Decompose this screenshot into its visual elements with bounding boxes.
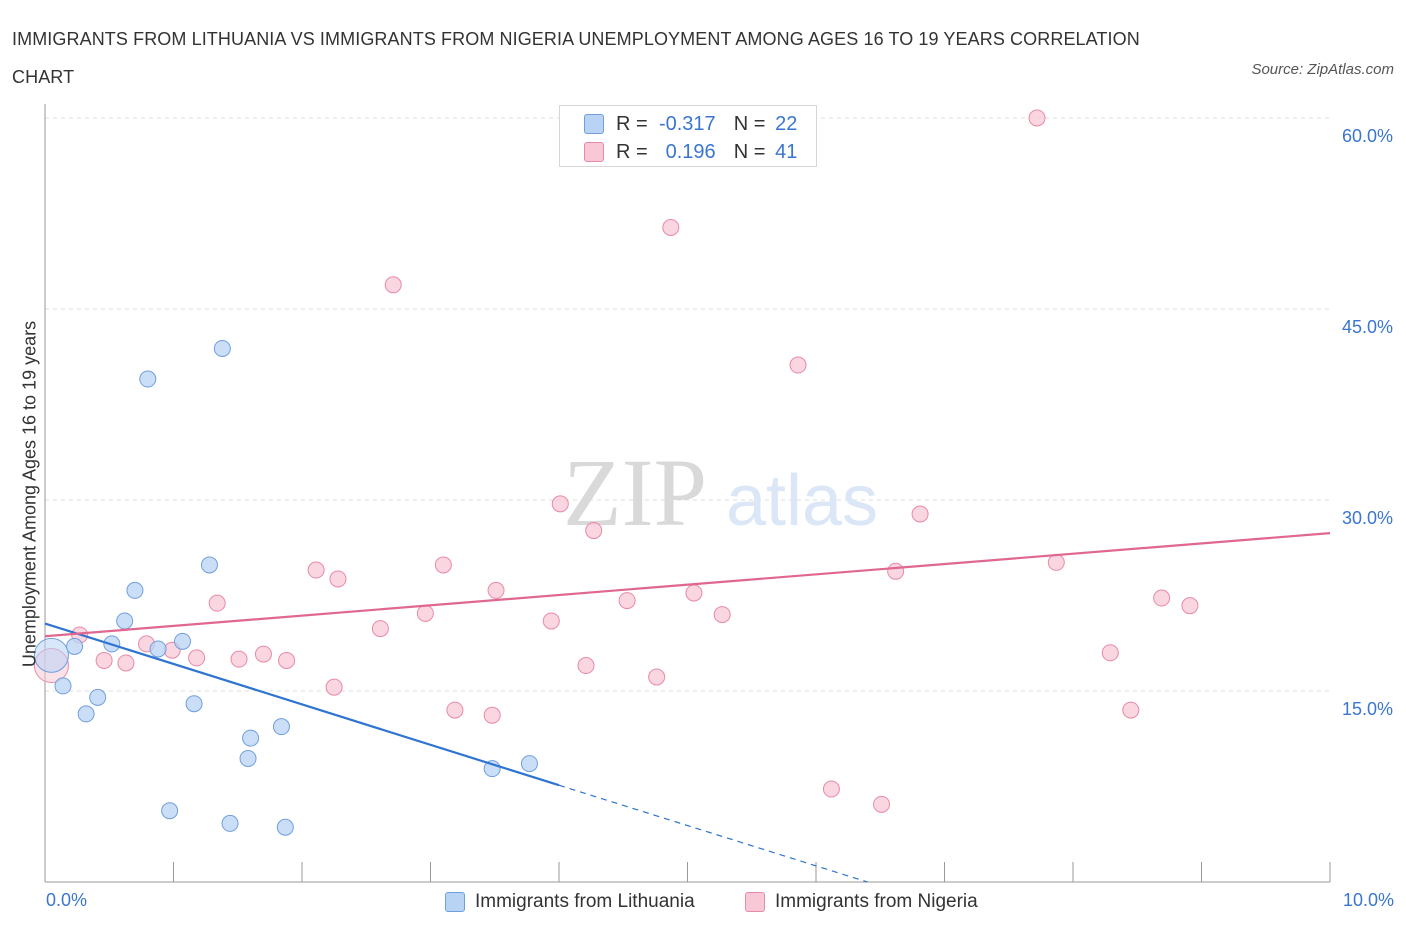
nigeria-point xyxy=(307,561,325,579)
nigeria-point xyxy=(384,276,402,294)
nigeria-point xyxy=(188,649,206,667)
lithuania-point xyxy=(272,718,290,736)
lithuania-point xyxy=(33,637,69,673)
axes xyxy=(44,104,1331,883)
lithuania-trend-extension xyxy=(558,784,868,883)
x-tick-label-max: 10.0% xyxy=(1342,890,1394,910)
legend-row-nigeria: R = 0.196 N = 41 xyxy=(584,140,797,164)
lithuania-point xyxy=(276,818,294,836)
nigeria-point xyxy=(618,592,636,610)
nigeria-point xyxy=(434,556,452,574)
y-axis-label: Unemployment Among Ages 16 to 19 years xyxy=(19,320,40,668)
legend-swatch-nigeria xyxy=(745,892,765,912)
watermark: ZIP atlas xyxy=(563,439,878,546)
nigeria-point xyxy=(117,654,135,672)
nigeria-point xyxy=(1153,589,1171,607)
nigeria-point xyxy=(1101,644,1119,662)
nigeria-point xyxy=(662,219,680,237)
watermark-atlas: atlas xyxy=(726,461,878,541)
nigeria-point xyxy=(95,651,113,669)
nigeria-point xyxy=(585,522,603,540)
nigeria-point xyxy=(577,657,595,675)
nigeria-point xyxy=(887,562,905,580)
lithuania-point xyxy=(54,677,72,695)
lithuania-point xyxy=(77,705,95,723)
legend-swatch-nigeria xyxy=(584,142,604,162)
nigeria-point xyxy=(1122,701,1140,719)
legend-n-value: 41 xyxy=(775,140,798,163)
lithuania-point xyxy=(89,688,107,706)
legend-swatch-lithuania xyxy=(584,114,604,134)
lithuania-point xyxy=(239,749,257,767)
nigeria-point xyxy=(1047,553,1065,571)
chart-title: IMMIGRANTS FROM LITHUANIA VS IMMIGRANTS … xyxy=(12,29,1140,87)
legend-item-nigeria: Immigrants from Nigeria xyxy=(745,889,978,915)
lithuania-point xyxy=(66,637,84,655)
legend-item-lithuania: Immigrants from Lithuania xyxy=(445,889,695,915)
y-tick-label: 45.0% xyxy=(1342,317,1393,337)
y-tick-label: 15.0% xyxy=(1342,699,1393,719)
lithuania-point xyxy=(185,695,203,713)
lithuania-point xyxy=(173,632,191,650)
nigeria-point xyxy=(685,584,703,602)
nigeria-point xyxy=(371,620,389,638)
legend-r-value: -0.317 xyxy=(658,112,716,135)
nigeria-trend-line xyxy=(44,532,1331,638)
nigeria-point xyxy=(1181,597,1199,615)
source-label: Source: ZipAtlas.com xyxy=(1251,61,1394,78)
nigeria-point xyxy=(873,795,891,813)
nigeria-point xyxy=(551,495,569,513)
lithuania-point xyxy=(213,339,231,357)
y-tick-label: 30.0% xyxy=(1342,508,1393,528)
nigeria-point xyxy=(542,612,560,630)
nigeria-point xyxy=(416,604,434,622)
nigeria-point xyxy=(254,645,272,663)
legend-r-label: R = xyxy=(616,112,648,135)
lithuania-point xyxy=(161,802,179,820)
legend-swatch-lithuania xyxy=(445,892,465,912)
lithuania-point xyxy=(116,612,134,630)
watermark-zip: ZIP xyxy=(563,439,707,546)
legend-n-label: N = xyxy=(733,140,766,163)
y-tick-label: 60.0% xyxy=(1342,126,1393,146)
grid-lines xyxy=(45,117,1330,692)
lithuania-point xyxy=(221,814,239,832)
lithuania-point xyxy=(242,729,260,747)
nigeria-point xyxy=(648,668,666,686)
nigeria-point xyxy=(911,505,929,523)
legend-label-nigeria: Immigrants from Nigeria xyxy=(775,891,978,912)
nigeria-point xyxy=(325,678,343,696)
lithuania-point xyxy=(200,556,218,574)
nigeria-point xyxy=(230,650,248,668)
legend-n-label: N = xyxy=(733,112,766,135)
nigeria-point xyxy=(483,706,501,724)
x-tick-label-min: 0.0% xyxy=(46,890,88,910)
nigeria-point xyxy=(789,356,807,374)
series-lithuania-points xyxy=(33,339,538,836)
y-tick-labels: 15.0% 30.0% 45.0% 60.0% xyxy=(1342,126,1393,719)
nigeria-point xyxy=(822,780,840,798)
lithuania-trend-line xyxy=(44,622,560,787)
nigeria-point xyxy=(1028,109,1046,127)
nigeria-point xyxy=(329,570,347,588)
legend-label-lithuania: Immigrants from Lithuania xyxy=(475,891,695,912)
lithuania-point xyxy=(149,640,167,658)
nigeria-point xyxy=(713,606,731,624)
lithuania-point xyxy=(520,755,538,773)
lithuania-point xyxy=(139,370,157,388)
nigeria-point xyxy=(446,701,464,719)
nigeria-point xyxy=(278,651,296,669)
lithuania-point xyxy=(126,581,144,599)
legend-row-lithuania: R = -0.317 N = 22 xyxy=(584,112,797,136)
legend-r-value: 0.196 xyxy=(665,140,716,163)
nigeria-point xyxy=(487,581,505,599)
legend-r-label: R = xyxy=(616,140,648,163)
correlation-legend: R = -0.317 N = 22 R = 0.196 N = 41 xyxy=(559,105,817,167)
legend-n-value: 22 xyxy=(775,112,798,135)
trend-lines xyxy=(44,532,1331,883)
nigeria-point xyxy=(208,594,226,612)
